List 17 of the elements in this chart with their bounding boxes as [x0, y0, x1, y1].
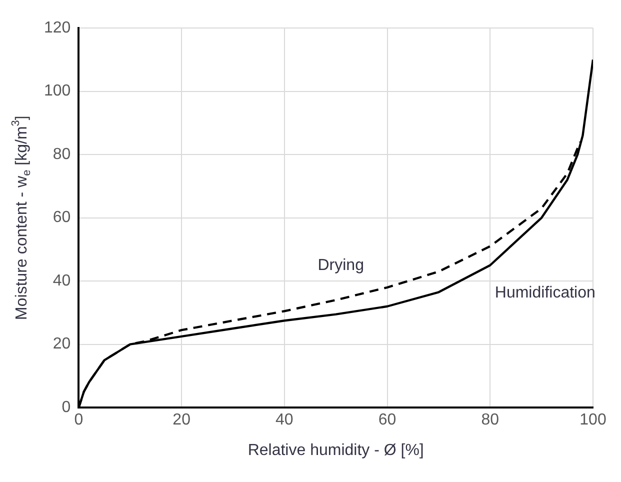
x-tick-label: 0	[74, 412, 84, 429]
y-tick-label: 100	[44, 82, 71, 100]
y-tick-label: 20	[52, 336, 71, 353]
x-tick-label: 20	[172, 412, 191, 429]
series-label: Humidification	[494, 284, 596, 302]
y-tick-label: 120	[44, 19, 71, 36]
x-tick-label: 60	[378, 412, 396, 429]
x-axis-title: Relative humidity - Ø [%]	[248, 442, 424, 459]
series-label: Drying	[318, 257, 364, 274]
y-tick-label: 40	[52, 272, 71, 290]
y-tick-label: 0	[62, 399, 71, 416]
x-tick-label: 100	[580, 412, 606, 429]
y-axis-title: Moisture content - we [kg/m3]	[10, 116, 34, 320]
x-tick-label: 80	[481, 412, 500, 429]
x-tick-label: 40	[276, 412, 294, 429]
y-tick-label: 80	[52, 146, 71, 163]
y-tick-label: 60	[52, 209, 71, 226]
